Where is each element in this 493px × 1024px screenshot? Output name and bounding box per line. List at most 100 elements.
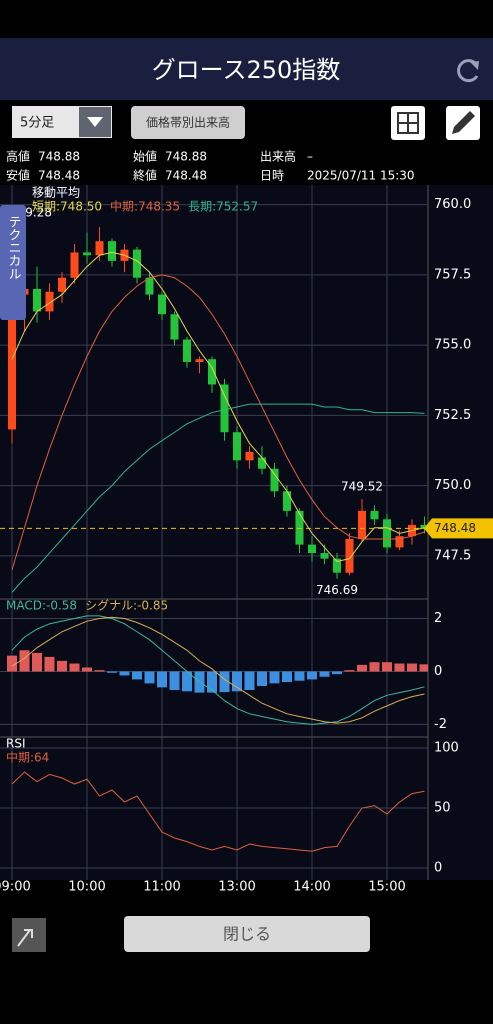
rsi-line bbox=[11, 771, 425, 852]
macd-histogram-bar bbox=[332, 671, 342, 675]
interval-dropdown[interactable]: 5分足 bbox=[12, 106, 112, 138]
y-tick-label: 2 bbox=[434, 611, 442, 626]
icon bbox=[17, 929, 33, 947]
macd-histogram-bar bbox=[319, 671, 330, 677]
info-value: 748.48 bbox=[165, 169, 207, 183]
chart-background bbox=[0, 185, 493, 880]
info-value: 748.88 bbox=[165, 150, 207, 164]
macd-histogram-bar bbox=[344, 670, 355, 672]
last-price-tag bbox=[424, 518, 493, 539]
macd-histogram-bar bbox=[419, 664, 428, 672]
macd-line bbox=[11, 615, 425, 725]
candle-body bbox=[345, 539, 354, 573]
y-tick-label: 747.5 bbox=[434, 548, 471, 563]
y-tick-label: 0 bbox=[434, 861, 442, 876]
candle-body bbox=[145, 277, 154, 295]
candle-body bbox=[208, 359, 216, 385]
candle-body bbox=[170, 314, 179, 340]
macd-histogram-bar bbox=[282, 671, 292, 683]
macd-histogram-bar bbox=[382, 662, 392, 672]
price-annotation: 746.69 bbox=[316, 583, 358, 597]
y-tick-label: 50 bbox=[434, 801, 451, 816]
macd-histogram-bar bbox=[407, 663, 417, 672]
info-label: 安値 bbox=[6, 168, 30, 183]
header-title: グロース250指数 bbox=[152, 56, 341, 84]
x-tick-label: 10:00 bbox=[68, 880, 105, 895]
legend-entry: MACD:-0.58 bbox=[6, 599, 77, 613]
tab-label: テクニカル bbox=[6, 215, 21, 280]
info-label: 出来高 bbox=[260, 150, 296, 164]
y-tick-label: 750.0 bbox=[434, 478, 471, 493]
macd-histogram-bar bbox=[69, 663, 80, 672]
button-box bbox=[131, 106, 245, 139]
overlay: 747.5 750.0 752.5 755.0 757.5 760.0 -2 0 2 0 50 100… bbox=[0, 186, 493, 895]
y-tick-label: -2 bbox=[434, 717, 447, 732]
macd-histogram-bar bbox=[57, 660, 67, 672]
candle-body bbox=[233, 432, 241, 461]
macd-histogram-bar bbox=[107, 671, 117, 673]
legend-entry: 長期:752.57 bbox=[188, 200, 258, 214]
macd-histogram-bar bbox=[157, 671, 167, 688]
info-label: 終値 bbox=[133, 168, 157, 183]
macd-histogram-bar bbox=[169, 671, 180, 690]
volume-button[interactable]: 価格帯別出来高 bbox=[131, 106, 245, 139]
candle-body bbox=[108, 241, 116, 261]
macd-histogram-bar bbox=[257, 671, 267, 687]
legend-entry: 中期:64 bbox=[6, 750, 49, 765]
macd-histogram-bar bbox=[269, 671, 280, 684]
close-button[interactable]: 閉じる bbox=[124, 916, 370, 952]
info-label: 始値 bbox=[133, 149, 157, 164]
info-value: – bbox=[307, 150, 313, 164]
candle-body bbox=[320, 553, 329, 559]
ma-line bbox=[11, 251, 425, 563]
candle-body bbox=[283, 491, 291, 511]
macd-histogram-bar bbox=[207, 671, 217, 693]
draw-button[interactable] bbox=[446, 106, 480, 140]
macd-histogram-bar bbox=[44, 656, 55, 672]
macd-line bbox=[11, 616, 425, 724]
back-button[interactable] bbox=[12, 918, 46, 952]
info-value: 748.48 bbox=[38, 169, 80, 183]
icon-box bbox=[12, 918, 46, 952]
pencil-icon bbox=[452, 111, 475, 134]
macd-histogram-bar bbox=[132, 671, 142, 680]
plot-area bbox=[0, 185, 428, 880]
x-tick-label: 09:00 bbox=[0, 880, 31, 895]
candle-body bbox=[370, 510, 379, 520]
price-annotation: 749.52 bbox=[341, 480, 383, 494]
candle-body bbox=[45, 291, 54, 312]
candle-body bbox=[95, 241, 104, 256]
layout-button[interactable] bbox=[391, 106, 425, 140]
x-tick-label: 13:00 bbox=[218, 880, 255, 895]
y-tick-label: 100 bbox=[434, 741, 459, 756]
info-value: 2025/07/11 15:30 bbox=[307, 169, 415, 183]
candle-body bbox=[183, 339, 191, 362]
candle-body bbox=[295, 510, 304, 545]
candle-body bbox=[70, 252, 79, 278]
candle-body bbox=[245, 451, 254, 461]
y-tick-label: 760.0 bbox=[434, 197, 471, 212]
ma-line bbox=[11, 274, 425, 571]
macd-histogram-bar bbox=[307, 671, 317, 680]
info-panel: 高値 748.88 始値 748.88 出来高 – 安値 748.48 終値 748.48 日時 20… bbox=[6, 149, 415, 183]
refresh-button[interactable] bbox=[457, 59, 479, 83]
candle-body bbox=[133, 249, 141, 278]
macd-histogram-bar bbox=[144, 671, 155, 684]
macd-histogram-bar bbox=[394, 663, 405, 672]
candle-body bbox=[8, 294, 16, 430]
dropdown-arrow bbox=[87, 117, 103, 127]
candle-body bbox=[270, 468, 279, 492]
side-tab[interactable]: テクニカル bbox=[0, 205, 26, 320]
y-tick-label: 755.0 bbox=[434, 338, 471, 353]
macd-histogram-bar bbox=[219, 671, 230, 693]
macd-histogram-bar bbox=[357, 664, 367, 672]
candle-body bbox=[83, 252, 91, 256]
macd-histogram-bar bbox=[294, 671, 305, 681]
y-tick-label: 0 bbox=[434, 664, 442, 679]
legend-entry: シグナル:-0.85 bbox=[85, 599, 168, 613]
macd-histogram-bar bbox=[244, 671, 255, 690]
info-label: 高値 bbox=[6, 149, 30, 164]
candle-body bbox=[220, 384, 229, 433]
